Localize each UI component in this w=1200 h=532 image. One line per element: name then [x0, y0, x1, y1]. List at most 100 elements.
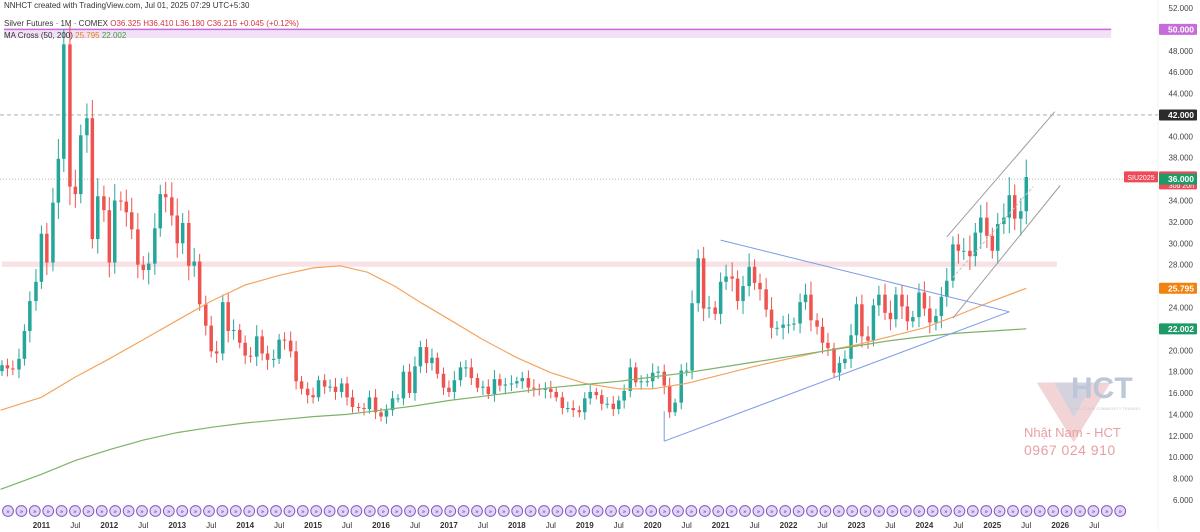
event-marker-icon[interactable] — [940, 505, 952, 517]
event-marker-icon[interactable] — [270, 505, 282, 517]
event-marker-icon[interactable] — [672, 505, 684, 517]
event-marker-icon[interactable] — [430, 505, 443, 517]
event-marker-icon[interactable] — [28, 505, 41, 517]
event-marker-icon[interactable] — [806, 505, 818, 517]
candle-body — [379, 412, 383, 417]
event-marker-icon[interactable] — [551, 505, 564, 517]
event-marker-icon[interactable] — [444, 505, 457, 517]
event-marker-icon[interactable] — [203, 505, 215, 517]
event-marker-icon[interactable] — [1020, 505, 1033, 517]
event-marker-icon[interactable] — [792, 505, 805, 517]
event-marker-icon[interactable] — [1007, 505, 1019, 517]
event-marker-icon[interactable] — [283, 505, 296, 517]
event-marker-icon[interactable] — [524, 505, 537, 517]
event-marker-icon[interactable] — [136, 505, 148, 517]
event-marker-icon[interactable] — [631, 505, 644, 517]
event-marker-icon[interactable] — [69, 505, 81, 517]
event-marker-icon[interactable] — [685, 505, 698, 517]
event-marker-icon[interactable] — [2, 505, 14, 517]
event-marker-icon[interactable] — [605, 505, 617, 517]
event-marker-icon[interactable] — [819, 505, 832, 517]
event-marker-icon[interactable] — [337, 505, 349, 517]
event-marker-icon[interactable] — [457, 505, 470, 517]
event-marker-icon[interactable] — [873, 505, 885, 517]
event-marker-icon[interactable] — [109, 505, 122, 517]
ma-legend[interactable]: MA Cross (50, 200) 25.795 22.002 — [4, 31, 126, 40]
event-marker-icon[interactable] — [739, 505, 751, 517]
event-marker-icon[interactable] — [538, 505, 550, 517]
event-marker-icon[interactable] — [779, 505, 792, 517]
event-marker-icon[interactable] — [15, 505, 28, 517]
event-marker-icon[interactable] — [417, 505, 430, 517]
event-marker-icon[interactable] — [323, 505, 336, 517]
candle-body — [163, 194, 168, 198]
event-marker-icon[interactable] — [296, 505, 309, 517]
event-marker-icon[interactable] — [591, 505, 604, 517]
event-marker-icon[interactable] — [886, 505, 899, 517]
event-marker-icon[interactable] — [122, 505, 135, 517]
event-marker-icon[interactable] — [913, 505, 926, 517]
event-marker-icon[interactable] — [966, 505, 979, 517]
event-marker-icon[interactable] — [189, 505, 202, 517]
event-marker-icon[interactable] — [725, 505, 738, 517]
event-marker-icon[interactable] — [1114, 505, 1127, 517]
event-marker-icon[interactable] — [55, 505, 68, 517]
event-marker-icon[interactable] — [1087, 505, 1100, 517]
event-marker-icon[interactable] — [82, 505, 95, 517]
event-marker-icon[interactable] — [1047, 505, 1060, 517]
event-marker-icon[interactable] — [1033, 505, 1046, 517]
event-marker-glyph: » — [824, 509, 828, 516]
event-marker-icon[interactable] — [1100, 505, 1113, 517]
event-marker-icon[interactable] — [765, 505, 778, 517]
candle-body — [62, 44, 66, 159]
event-marker-glyph: » — [998, 509, 1002, 516]
event-marker-glyph: » — [1092, 509, 1096, 516]
event-marker-glyph: » — [1105, 509, 1109, 516]
event-marker-icon[interactable] — [698, 505, 711, 517]
event-marker-icon[interactable] — [216, 505, 229, 517]
event-marker-icon[interactable] — [162, 505, 175, 517]
event-marker-icon[interactable] — [564, 505, 577, 517]
event-marker-icon[interactable] — [846, 505, 859, 517]
event-marker-glyph: » — [234, 509, 238, 516]
event-marker-icon[interactable] — [645, 505, 658, 517]
event-marker-icon[interactable] — [484, 505, 497, 517]
event-marker-icon[interactable] — [832, 505, 845, 517]
candle-body — [1002, 217, 1006, 225]
event-marker-icon[interactable] — [243, 505, 256, 517]
event-marker-icon[interactable] — [899, 505, 912, 517]
event-marker-icon[interactable] — [953, 505, 966, 517]
event-marker-icon[interactable] — [712, 505, 725, 517]
event-marker-icon[interactable] — [149, 505, 162, 517]
event-marker-icon[interactable] — [618, 505, 631, 517]
event-marker-icon[interactable] — [859, 505, 872, 517]
event-marker-icon[interactable] — [1060, 505, 1073, 517]
event-marker-icon[interactable] — [993, 505, 1006, 517]
event-marker-icon[interactable] — [176, 505, 189, 517]
event-marker-icon[interactable] — [350, 505, 363, 517]
candle-body — [328, 386, 332, 388]
event-marker-icon[interactable] — [980, 505, 993, 517]
event-marker-icon[interactable] — [578, 505, 591, 517]
event-marker-icon[interactable] — [310, 505, 323, 517]
event-marker-icon[interactable] — [471, 505, 483, 517]
event-marker-icon[interactable] — [363, 505, 376, 517]
event-marker-icon[interactable] — [390, 505, 403, 517]
candle-body — [594, 391, 599, 396]
event-marker-icon[interactable] — [497, 505, 510, 517]
event-marker-icon[interactable] — [926, 505, 939, 517]
open-value: O36.325 — [110, 19, 141, 28]
event-marker-icon[interactable] — [658, 505, 671, 517]
event-marker-icon[interactable] — [511, 505, 524, 517]
symbol-legend[interactable]: Silver Futures · 1M · COMEX O36.325 H36.… — [4, 19, 299, 28]
event-marker-icon[interactable] — [95, 505, 108, 517]
event-marker-glyph: » — [194, 509, 198, 516]
event-marker-icon[interactable] — [404, 505, 416, 517]
event-marker-icon[interactable] — [229, 505, 242, 517]
event-marker-icon[interactable] — [256, 505, 269, 517]
event-marker-icon[interactable] — [752, 505, 765, 517]
event-marker-icon[interactable] — [1074, 505, 1086, 517]
event-marker-icon[interactable] — [42, 505, 55, 517]
event-marker-icon[interactable] — [377, 505, 390, 517]
